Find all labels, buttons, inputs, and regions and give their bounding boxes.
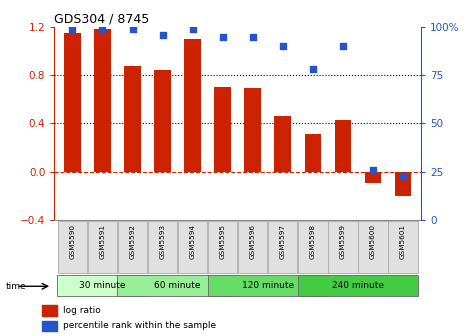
FancyBboxPatch shape [358, 221, 387, 273]
FancyBboxPatch shape [178, 221, 207, 273]
Bar [154, 70, 171, 172]
Text: 60 minute: 60 minute [154, 281, 201, 290]
Bar [274, 116, 291, 172]
Point [369, 167, 377, 173]
FancyBboxPatch shape [58, 221, 87, 273]
Point [249, 34, 256, 39]
Bar [64, 33, 81, 172]
FancyBboxPatch shape [268, 221, 298, 273]
Text: time: time [6, 282, 26, 291]
Bar [42, 305, 57, 316]
Bar [94, 29, 111, 172]
FancyBboxPatch shape [388, 221, 418, 273]
Point [339, 44, 347, 49]
Point [399, 173, 407, 178]
Text: 240 minute: 240 minute [332, 281, 384, 290]
Point [309, 67, 316, 72]
Bar [42, 321, 57, 331]
Text: percentile rank within the sample: percentile rank within the sample [63, 322, 217, 331]
FancyBboxPatch shape [238, 221, 267, 273]
Bar [394, 172, 411, 196]
FancyBboxPatch shape [328, 221, 358, 273]
Bar [365, 172, 381, 183]
FancyBboxPatch shape [117, 275, 238, 296]
Point [69, 26, 76, 32]
Text: GSM5594: GSM5594 [190, 224, 196, 259]
Bar [245, 88, 261, 172]
FancyBboxPatch shape [298, 221, 327, 273]
Text: 120 minute: 120 minute [242, 281, 294, 290]
Text: log ratio: log ratio [63, 306, 101, 316]
Text: 30 minute: 30 minute [79, 281, 126, 290]
Text: GSM5599: GSM5599 [340, 224, 346, 259]
Text: GSM5601: GSM5601 [400, 224, 406, 259]
Bar [184, 39, 201, 172]
FancyBboxPatch shape [148, 221, 177, 273]
Text: GSM5590: GSM5590 [70, 224, 75, 259]
FancyBboxPatch shape [208, 275, 328, 296]
Point [219, 34, 227, 39]
Text: GSM5596: GSM5596 [250, 224, 256, 259]
Point [189, 26, 196, 32]
Bar [305, 134, 321, 172]
Text: GSM5593: GSM5593 [159, 224, 166, 259]
Text: GSM5598: GSM5598 [310, 224, 316, 259]
Bar [214, 87, 231, 172]
Bar [124, 66, 141, 172]
Point [129, 26, 136, 32]
Point [279, 44, 287, 49]
Text: GSM5595: GSM5595 [219, 224, 226, 259]
FancyBboxPatch shape [88, 221, 117, 273]
Bar [334, 120, 351, 172]
FancyBboxPatch shape [298, 275, 418, 296]
Text: GSM5592: GSM5592 [130, 224, 136, 259]
Text: GSM5597: GSM5597 [280, 224, 286, 259]
Text: GDS304 / 8745: GDS304 / 8745 [54, 13, 149, 26]
FancyBboxPatch shape [57, 275, 148, 296]
Text: GSM5591: GSM5591 [99, 224, 105, 259]
FancyBboxPatch shape [208, 221, 237, 273]
FancyBboxPatch shape [118, 221, 147, 273]
Text: GSM5600: GSM5600 [370, 224, 376, 259]
Point [99, 26, 106, 32]
Point [159, 32, 166, 37]
